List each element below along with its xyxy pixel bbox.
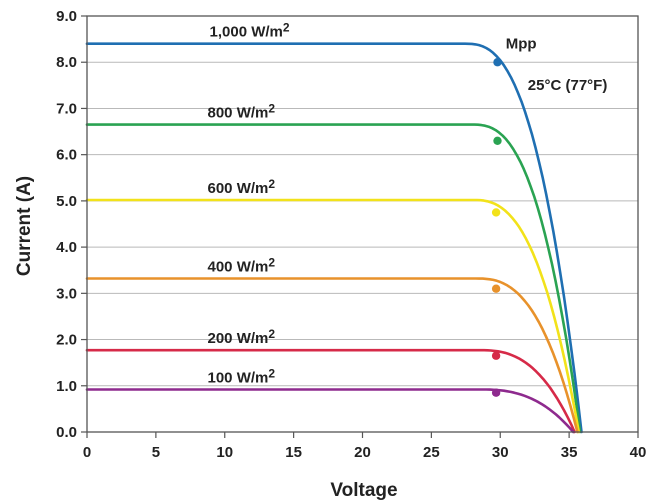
x-tick-label: 0 xyxy=(83,444,91,461)
x-tick-label: 30 xyxy=(492,444,509,461)
y-tick-label: 5.0 xyxy=(56,193,77,210)
series-lines xyxy=(85,42,583,434)
mpp-point xyxy=(491,208,501,217)
x-tick-label: 20 xyxy=(354,444,371,461)
series-label-superscript: 2 xyxy=(268,327,275,341)
series-label: 200 W/m2 xyxy=(208,327,276,347)
series-line xyxy=(85,348,576,434)
series-label-superscript: 2 xyxy=(268,256,275,270)
tick-labels: 0.0 1.0 2.0 3.0 4.0 5.0 6.0 7.0 8.0 9.0 0 5 10 15 20 25… xyxy=(56,8,646,461)
x-tick-label: 15 xyxy=(285,444,302,461)
series-label-superscript: 2 xyxy=(268,177,275,191)
x-tick-label: 40 xyxy=(630,444,647,461)
y-tick-label: 6.0 xyxy=(56,147,77,164)
series-line xyxy=(85,388,575,434)
mpp-point xyxy=(491,388,501,397)
series-label-text: 100 W/m xyxy=(208,369,269,386)
series-label: 100 W/m2 xyxy=(208,366,276,386)
series-label-text: 200 W/m xyxy=(208,330,269,347)
series-label: 800 W/m2 xyxy=(208,102,276,122)
y-tick-label: 4.0 xyxy=(56,239,77,256)
series-label-text: 600 W/m xyxy=(208,180,269,197)
series-line xyxy=(85,277,579,434)
series-label: 600 W/m2 xyxy=(208,177,276,197)
mpp-points xyxy=(491,58,502,397)
y-tick-label: 2.0 xyxy=(56,332,77,349)
y-tick-label: 9.0 xyxy=(56,8,77,25)
series-label-text: 400 W/m xyxy=(208,259,269,276)
series-label-superscript: 2 xyxy=(283,21,290,35)
y-axis-label: Current (A) xyxy=(14,176,35,276)
y-tick-label: 8.0 xyxy=(56,54,77,71)
series-label: 1,000 W/m2 xyxy=(210,21,290,41)
series-line xyxy=(85,198,581,434)
series-label-superscript: 2 xyxy=(268,102,275,116)
temperature-annotation: 25°C (77°F) xyxy=(528,77,608,94)
mpp-annotation: Mpp xyxy=(506,35,537,52)
y-tick-label: 1.0 xyxy=(56,378,77,395)
mpp-point xyxy=(491,284,501,293)
x-tick-label: 10 xyxy=(216,444,233,461)
series-label-text: 1,000 W/m xyxy=(210,24,283,41)
y-tick-label: 7.0 xyxy=(56,100,77,117)
mpp-point xyxy=(493,58,502,67)
series-line xyxy=(85,42,583,434)
mpp-point xyxy=(491,351,501,360)
mpp-point xyxy=(493,136,502,145)
series-label: 400 W/m2 xyxy=(208,256,276,276)
axes xyxy=(81,15,639,438)
series-line xyxy=(85,123,582,434)
series-label-superscript: 2 xyxy=(268,366,275,380)
x-tick-label: 5 xyxy=(152,444,160,461)
series-label-text: 800 W/m xyxy=(208,105,269,122)
y-tick-label: 0.0 xyxy=(56,424,77,441)
x-axis-label: Voltage xyxy=(330,480,397,501)
x-tick-label: 35 xyxy=(561,444,578,461)
x-tick-label: 25 xyxy=(423,444,440,461)
y-tick-label: 3.0 xyxy=(56,285,77,302)
